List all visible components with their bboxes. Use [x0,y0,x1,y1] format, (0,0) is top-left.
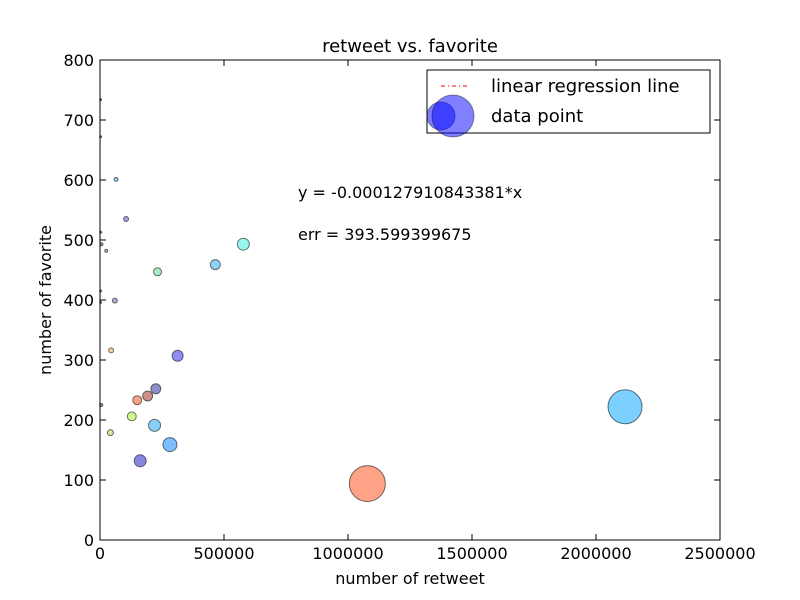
chart-title: retweet vs. favorite [322,36,498,57]
data-point [150,383,162,395]
legend-datapoint-marker-large [431,94,475,138]
y-tick-label: 600 [63,171,94,190]
x-tick-label: 0 [95,544,105,563]
x-tick-label: 500000 [193,544,254,563]
y-axis-ticks: 0 100 200 300 400 500 600 700 800 [63,51,720,550]
x-axis-label: number of retweet [335,569,484,588]
data-point [171,349,184,362]
y-tick-label: 400 [63,291,94,310]
data-point [133,454,147,468]
x-tick-label: 2000000 [560,544,631,563]
x-axis-ticks: 0 500000 1000000 1500000 2000000 2500000 [95,60,756,563]
y-tick-label: 100 [63,471,94,490]
x-tick-label: 2500000 [684,544,755,563]
data-point [236,237,250,251]
y-tick-label: 800 [63,51,94,70]
data-point [126,411,137,422]
plot-area [99,98,720,541]
regression-error: err = 393.599399675 [298,225,472,244]
legend-regression-label: linear regression line [491,76,680,97]
data-point [142,390,154,402]
x-tick-label: 1500000 [436,544,507,563]
data-point [111,297,118,304]
data-point [106,429,114,437]
data-point [348,465,386,503]
data-point [162,437,178,453]
regression-equation: y = -0.000127910843381*x [298,183,522,202]
y-axis-label: number of favorite [36,225,55,375]
legend-datapoint-label: data point [491,106,583,127]
data-point [148,418,162,432]
data-point [104,248,109,253]
data-point [209,259,221,271]
legend-box [426,69,711,134]
data-point [113,176,119,182]
data-point [607,389,643,425]
y-tick-label: 500 [63,231,94,250]
y-tick-label: 300 [63,351,94,370]
data-point [123,216,130,222]
data-point [153,267,163,277]
y-tick-label: 700 [63,111,94,130]
legend: linear regression line data point [426,69,711,138]
data-point [132,395,143,406]
x-tick-label: 1000000 [312,544,383,563]
y-tick-label: 200 [63,411,94,430]
data-point [108,347,115,354]
y-tick-label: 0 [84,531,94,550]
